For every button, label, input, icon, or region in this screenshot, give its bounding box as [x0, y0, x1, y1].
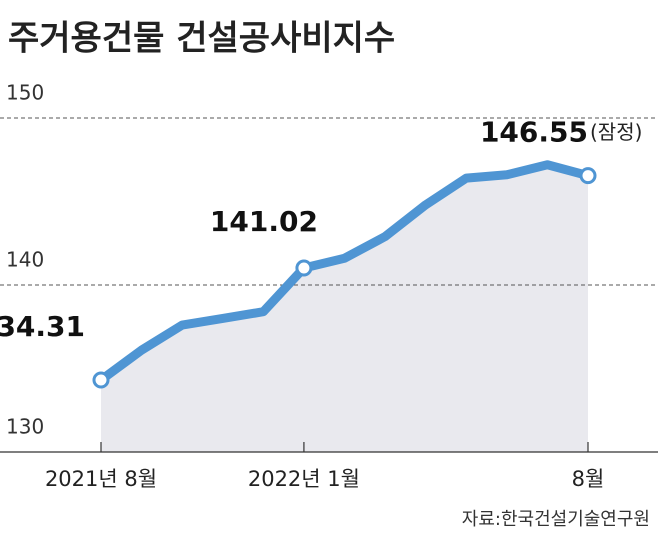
x-tick-label: 2022년 1월	[248, 467, 360, 491]
marker	[295, 259, 313, 277]
data-label: 141.02	[210, 205, 318, 238]
chart-title: 주거용건물 건설공사비지수	[8, 19, 395, 59]
y-tick-label: 140	[6, 248, 44, 272]
annotation: (잠정)	[590, 120, 642, 144]
y-tick-label: 130	[6, 415, 44, 439]
y-tick-label: 150	[6, 81, 44, 105]
marker	[92, 371, 110, 389]
source: 자료:한국건설기술연구원	[462, 509, 650, 530]
marker	[579, 167, 597, 185]
area	[101, 164, 588, 452]
line	[96, 160, 593, 385]
x-tick-label: 2021년 8월	[45, 467, 157, 491]
x-tick-label: 8월	[572, 467, 605, 491]
data-label: 134.31	[0, 310, 85, 343]
data-label: 146.55	[480, 116, 588, 149]
